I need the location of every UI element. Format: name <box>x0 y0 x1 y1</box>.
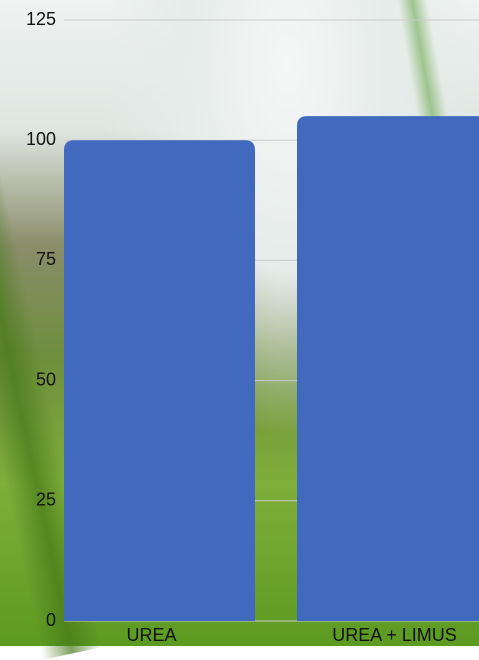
chart: 0 25 50 75 100 125 UREA UREA + LIMUS <box>0 0 479 646</box>
y-tick-label: 0 <box>46 610 56 630</box>
page: 0255075100125UREAUREA + LIMUS (() => { c… <box>0 0 479 646</box>
y-tick-label: 50 <box>36 369 56 389</box>
y-tick-label: 25 <box>36 490 56 510</box>
y-tick-label: 100 <box>26 129 56 149</box>
x-tick-label: UREA <box>126 625 176 645</box>
x-tick-label: UREA + LIMUS <box>332 625 457 645</box>
bar <box>64 140 255 621</box>
bar <box>297 116 479 621</box>
y-tick-label: 75 <box>36 249 56 269</box>
y-tick-label: 125 <box>26 9 56 29</box>
